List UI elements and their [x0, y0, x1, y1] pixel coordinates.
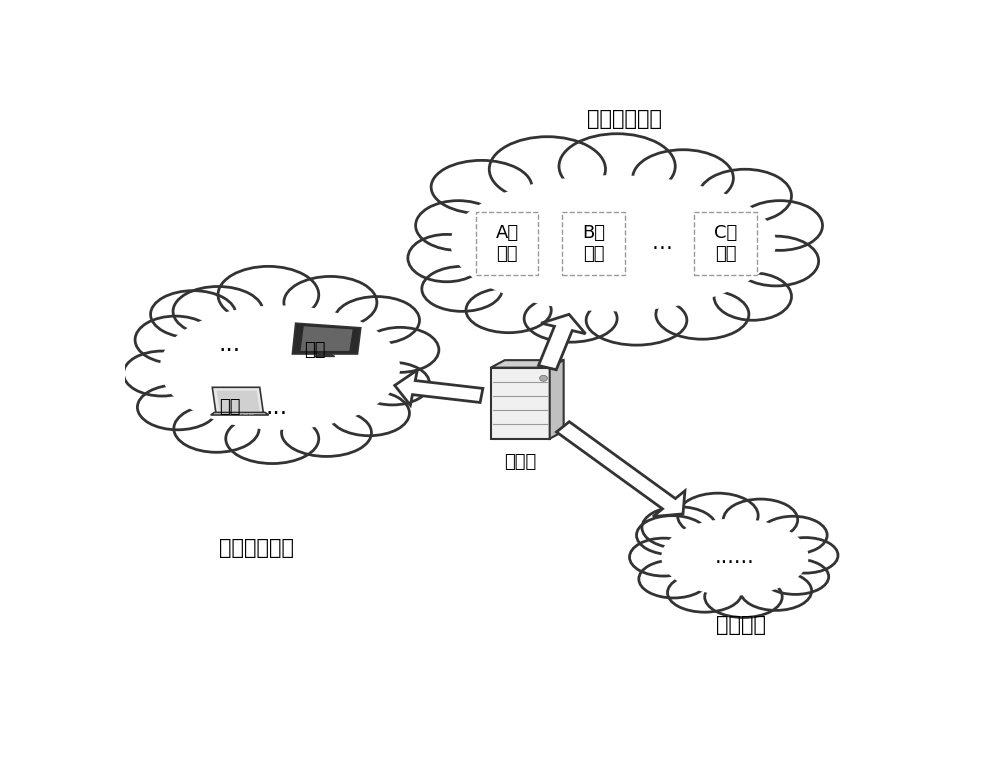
Ellipse shape	[408, 235, 485, 281]
Text: ...: ...	[219, 332, 241, 356]
Ellipse shape	[559, 134, 675, 199]
Ellipse shape	[759, 516, 827, 554]
Text: B类
视频: B类 视频	[582, 224, 605, 263]
Polygon shape	[292, 323, 361, 354]
Ellipse shape	[698, 169, 792, 222]
Text: ......: ......	[715, 547, 755, 567]
Ellipse shape	[661, 518, 809, 595]
Ellipse shape	[633, 150, 733, 207]
Text: 信息推荐场景: 信息推荐场景	[219, 538, 294, 558]
Ellipse shape	[705, 576, 782, 618]
Ellipse shape	[137, 384, 218, 430]
Ellipse shape	[135, 316, 216, 364]
Ellipse shape	[334, 297, 420, 344]
Polygon shape	[550, 360, 564, 438]
Polygon shape	[395, 370, 483, 405]
Circle shape	[540, 375, 547, 381]
Ellipse shape	[678, 493, 758, 538]
Ellipse shape	[431, 161, 532, 214]
Ellipse shape	[173, 287, 263, 336]
Polygon shape	[212, 388, 263, 414]
Ellipse shape	[151, 291, 236, 338]
Ellipse shape	[160, 305, 400, 430]
Ellipse shape	[762, 559, 829, 594]
Ellipse shape	[361, 328, 439, 372]
Ellipse shape	[642, 507, 716, 548]
Ellipse shape	[282, 409, 371, 457]
Ellipse shape	[422, 266, 502, 311]
Ellipse shape	[450, 175, 776, 311]
Ellipse shape	[450, 175, 776, 311]
Ellipse shape	[773, 538, 838, 573]
Ellipse shape	[723, 499, 798, 541]
Polygon shape	[217, 391, 260, 411]
Polygon shape	[301, 326, 353, 351]
Ellipse shape	[226, 414, 319, 464]
Ellipse shape	[740, 571, 812, 611]
FancyBboxPatch shape	[476, 212, 538, 275]
Ellipse shape	[630, 538, 698, 576]
Text: 终端: 终端	[219, 398, 240, 416]
Text: 服务器: 服务器	[504, 454, 536, 471]
Ellipse shape	[416, 201, 501, 251]
Ellipse shape	[637, 516, 708, 554]
Ellipse shape	[284, 276, 377, 328]
Ellipse shape	[218, 266, 319, 323]
Polygon shape	[211, 412, 269, 415]
Ellipse shape	[586, 295, 687, 345]
Ellipse shape	[661, 518, 809, 595]
Text: 终端: 终端	[304, 341, 326, 359]
FancyBboxPatch shape	[694, 212, 757, 275]
Text: A类
视频: A类 视频	[496, 224, 519, 263]
Polygon shape	[491, 360, 564, 368]
Ellipse shape	[174, 405, 259, 452]
Text: ...: ...	[265, 395, 287, 419]
Text: …: …	[652, 233, 673, 253]
FancyBboxPatch shape	[562, 212, 625, 275]
Ellipse shape	[329, 391, 409, 436]
Ellipse shape	[639, 560, 709, 598]
Ellipse shape	[355, 362, 430, 405]
Ellipse shape	[714, 273, 792, 320]
Ellipse shape	[123, 351, 201, 396]
Ellipse shape	[466, 288, 551, 333]
Ellipse shape	[656, 289, 749, 339]
Ellipse shape	[524, 295, 617, 342]
Polygon shape	[315, 354, 335, 357]
Text: C类
视频: C类 视频	[714, 224, 737, 263]
Ellipse shape	[489, 137, 606, 201]
Polygon shape	[556, 421, 685, 517]
Text: 其他场景: 其他场景	[716, 615, 766, 635]
Ellipse shape	[733, 236, 819, 286]
Ellipse shape	[160, 305, 400, 430]
Ellipse shape	[737, 201, 822, 251]
Ellipse shape	[668, 573, 742, 612]
Text: 视频分类场景: 视频分类场景	[587, 109, 662, 129]
Polygon shape	[538, 315, 586, 370]
Polygon shape	[491, 368, 550, 438]
